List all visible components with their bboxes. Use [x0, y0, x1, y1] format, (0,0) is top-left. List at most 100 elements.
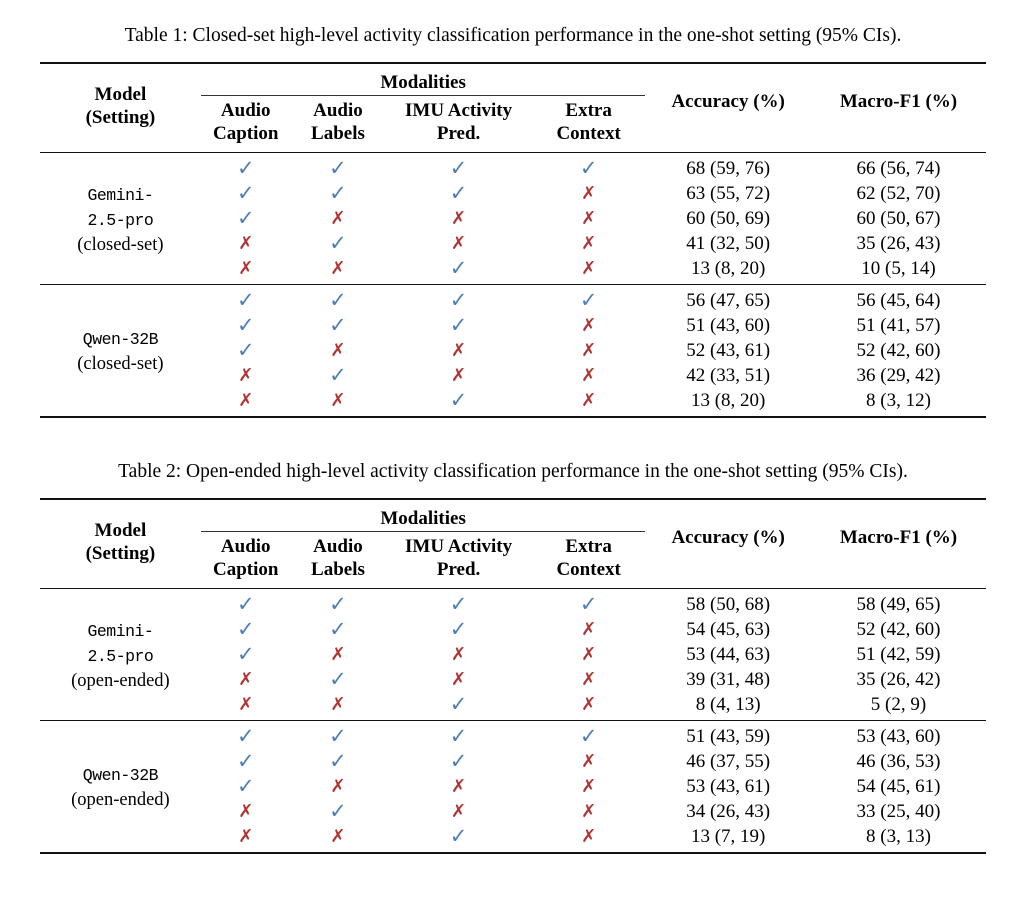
cross-icon: ✗ [330, 644, 346, 665]
col-header-model: Model (Setting) [40, 499, 201, 589]
macro-f1-value: 33 (25, 40) [856, 801, 941, 822]
macro-f1-value: 60 (50, 67) [856, 208, 941, 229]
cross-icon: ✗ [451, 669, 467, 690]
accuracy-value: 39 (31, 48) [686, 669, 771, 690]
table-row: ✗ ✓ ✗ ✗ 41 (32, 50) 35 (26, 43) [40, 231, 986, 256]
check-icon: ✓ [329, 156, 347, 180]
check-icon: ✓ [449, 692, 468, 716]
check-icon: ✓ [329, 231, 347, 255]
model-label: Qwen-32B (open-ended) [40, 721, 201, 854]
macro-f1-value: 51 (41, 57) [856, 315, 941, 336]
macro-f1-value: 35 (26, 43) [856, 233, 941, 254]
check-icon: ✓ [449, 592, 468, 616]
macro-f1-value: 5 (2, 9) [870, 694, 927, 715]
check-icon: ✓ [449, 824, 468, 848]
table-row: ✓ ✗ ✗ ✗ 60 (50, 69) 60 (50, 67) [40, 206, 986, 231]
accuracy-value: 42 (33, 51) [686, 365, 771, 386]
table-row: ✓ ✓ ✓ ✗ 46 (37, 55) 46 (36, 53) [40, 749, 986, 774]
cross-icon: ✗ [581, 233, 597, 254]
model-setting: (closed-set) [77, 234, 164, 255]
macro-f1-value: 8 (3, 13) [866, 826, 931, 847]
accuracy-value: 13 (8, 20) [690, 258, 766, 279]
cross-icon: ✗ [451, 801, 467, 822]
table1-header: Model (Setting) Modalities Accuracy (%) … [40, 63, 986, 153]
cross-icon: ✗ [581, 258, 597, 279]
check-icon: ✓ [449, 181, 468, 205]
col-header-macro-f1: Macro-F1 (%) [839, 90, 958, 112]
cross-icon: ✗ [581, 183, 597, 204]
check-icon: ✓ [579, 724, 598, 748]
cross-icon: ✗ [581, 751, 597, 772]
cross-icon: ✗ [451, 644, 467, 665]
check-icon: ✓ [329, 363, 347, 387]
model-setting: (open-ended) [71, 790, 170, 810]
model-group: Gemini- 2.5-pro (open-ended) ✓ ✓ ✓ ✓ 58 (50, 68… [40, 589, 986, 721]
table2-section: Table 2: Open-ended high-level activity … [40, 460, 986, 854]
check-icon: ✓ [449, 256, 468, 280]
table2: Model (Setting) Modalities Accuracy (%) … [40, 498, 986, 854]
accuracy-value: 8 (4, 13) [695, 694, 761, 715]
macro-f1-value: 51 (42, 59) [856, 644, 941, 665]
accuracy-value: 60 (50, 69) [686, 208, 771, 229]
macro-f1-value: 52 (42, 60) [856, 619, 941, 640]
table-row: ✗ ✓ ✗ ✗ 39 (31, 48) 35 (26, 42) [40, 667, 986, 692]
check-icon: ✓ [329, 799, 347, 823]
col-header-modalities: Modalities [200, 499, 646, 532]
col-header-macro-f1: Macro-F1 (%) [839, 526, 958, 548]
col-header-accuracy: Accuracy (%) [671, 526, 785, 548]
table-row: ✗ ✗ ✓ ✗ 8 (4, 13) 5 (2, 9) [40, 692, 986, 721]
table-row: ✗ ✗ ✓ ✗ 13 (8, 20) 8 (3, 12) [40, 388, 986, 417]
cross-icon: ✗ [581, 776, 597, 797]
check-icon: ✓ [236, 642, 255, 666]
cross-icon: ✗ [238, 233, 254, 254]
cross-icon: ✗ [238, 365, 254, 386]
check-icon: ✓ [449, 288, 468, 312]
check-icon: ✓ [449, 749, 468, 773]
check-icon: ✓ [329, 667, 347, 691]
check-icon: ✓ [236, 749, 255, 773]
cross-icon: ✗ [581, 315, 597, 336]
macro-f1-value: 10 (5, 14) [861, 258, 936, 279]
check-icon: ✓ [329, 749, 347, 773]
table-row: Qwen-32B (open-ended) ✓ ✓ ✓ ✓ 51 (43, 59) 53 (4… [40, 721, 986, 810]
cross-icon: ✗ [451, 208, 467, 229]
check-icon: ✓ [236, 156, 255, 180]
col-header-accuracy: Accuracy (%) [671, 90, 785, 112]
table-row: ✗ ✗ ✓ ✗ 13 (8, 20) 10 (5, 14) [40, 256, 986, 285]
check-icon: ✓ [449, 388, 468, 412]
macro-f1-value: 8 (3, 12) [866, 390, 931, 411]
check-icon: ✓ [236, 617, 255, 641]
cross-icon: ✗ [451, 776, 467, 797]
model-header-line1: Model [94, 520, 147, 541]
header-row-1: Model (Setting) Modalities Accuracy (%) … [40, 499, 986, 564]
check-icon: ✓ [236, 724, 255, 748]
check-icon: ✓ [449, 724, 468, 748]
accuracy-value: 13 (8, 20) [690, 390, 766, 411]
check-icon: ✓ [236, 313, 255, 337]
table-row: ✗ ✓ ✗ ✗ 34 (26, 43) 33 (25, 40) [40, 799, 986, 824]
table-row: ✓ ✓ ✓ ✗ 54 (45, 63) 52 (42, 60) [40, 617, 986, 642]
table-row: ✓ ✓ ✓ ✗ 51 (43, 60) 51 (41, 57) [40, 313, 986, 338]
model-group: Qwen-32B (closed-set) ✓ ✓ ✓ ✓ 56 (47, 65) 56 (4… [40, 284, 986, 418]
col-header-extra-context: Extra Context [556, 536, 621, 580]
table1-section: Table 1: Closed-set high-level activity … [40, 24, 986, 418]
check-icon: ✓ [579, 288, 598, 312]
accuracy-value: 53 (44, 63) [686, 644, 771, 665]
check-icon: ✓ [449, 313, 468, 337]
check-icon: ✓ [329, 313, 347, 337]
table-row: Gemini- 2.5-pro (open-ended) ✓ ✓ ✓ ✓ 58 (50, 68… [40, 589, 986, 691]
cross-icon: ✗ [330, 776, 346, 797]
accuracy-value: 52 (43, 61) [686, 340, 771, 361]
macro-f1-value: 53 (43, 60) [856, 726, 941, 747]
macro-f1-value: 56 (45, 64) [856, 290, 941, 311]
col-header-audio-caption: Audio Caption [213, 536, 279, 580]
macro-f1-value: 52 (42, 60) [856, 340, 941, 361]
header-row-2: Audio Caption Audio Labels IMU Activity … [40, 532, 986, 589]
check-icon: ✓ [579, 592, 598, 616]
col-header-model: Model (Setting) [40, 63, 201, 153]
check-icon: ✓ [236, 288, 255, 312]
model-name-line: Qwen-32B [82, 766, 159, 785]
accuracy-value: 63 (55, 72) [686, 183, 771, 204]
check-icon: ✓ [449, 156, 468, 180]
table-row: Qwen-32B (closed-set) ✓ ✓ ✓ ✓ 56 (47, 65) 56 (4… [40, 285, 986, 374]
